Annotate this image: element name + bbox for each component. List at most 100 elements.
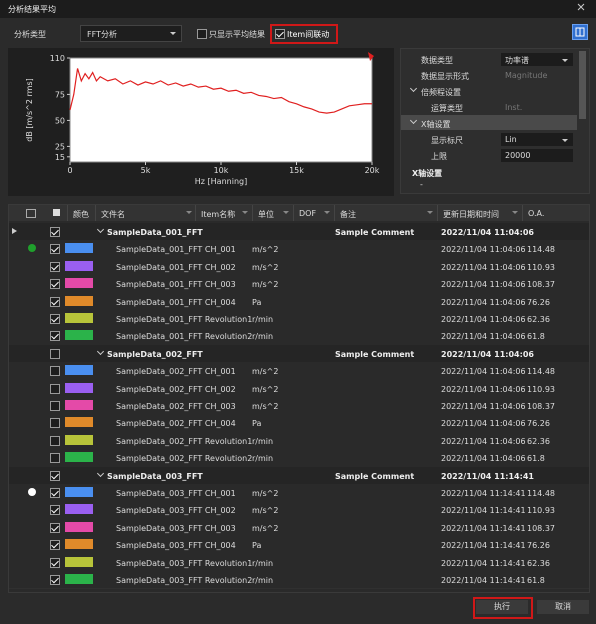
checkbox[interactable]: [275, 29, 285, 39]
color-swatch: [65, 556, 93, 567]
execute-button[interactable]: 执行: [476, 600, 528, 614]
header-checkbox[interactable]: [53, 209, 60, 216]
checkbox[interactable]: [50, 314, 60, 324]
checkbox[interactable]: [197, 29, 207, 39]
cancel-button[interactable]: 取消: [537, 600, 589, 614]
checkbox[interactable]: [50, 557, 60, 568]
column-header[interactable]: DOF: [293, 205, 334, 221]
header-row: [9, 205, 589, 221]
column-header[interactable]: 备注: [334, 205, 437, 221]
file-name: SampleData_003_FFT CH_003: [116, 523, 236, 533]
color-swatch: [65, 278, 93, 289]
checkbox[interactable]: [50, 279, 60, 290]
item-row[interactable]: SampleData_002_FFT Revolution2 r/min 2022/…: [9, 449, 589, 468]
item-row[interactable]: SampleData_003_FFT CH_003 m/s^2 2022/11/04…: [9, 518, 589, 538]
highlight-box: [473, 597, 533, 619]
layout-button[interactable]: [572, 24, 588, 40]
property-value-text: 20000: [505, 151, 531, 160]
expander: [409, 84, 418, 93]
column-header[interactable]: 文件名: [95, 205, 196, 221]
checkbox[interactable]: [50, 522, 60, 533]
checkbox[interactable]: [50, 453, 60, 464]
item-row[interactable]: SampleData_003_FFT CH_001 m/s^2 2022/11/04…: [9, 484, 589, 503]
checkbox[interactable]: [50, 227, 60, 237]
analysis-type-dropdown[interactable]: FFT分析: [80, 25, 182, 42]
x-tick-label: 20k: [365, 166, 380, 175]
oa-value: 61.8: [527, 576, 545, 585]
item-row[interactable]: SampleData_003_FFT Revolution2 r/min 2022/…: [9, 571, 589, 590]
group-row[interactable]: SampleData_002_FFT Sample Comment 2022/11/…: [9, 344, 589, 363]
column-header[interactable]: 颜色: [67, 205, 96, 221]
column-header[interactable]: O.A.: [522, 205, 589, 221]
item-row[interactable]: SampleData_002_FFT CH_001 m/s^2 2022/11/04…: [9, 362, 589, 381]
item-row[interactable]: SampleData_001_FFT CH_003 m/s^2 2022/11/04…: [9, 275, 589, 294]
checkbox[interactable]: [50, 470, 60, 481]
item-row[interactable]: SampleData_001_FFT CH_002 m/s^2 2022/11/04…: [9, 257, 589, 277]
item-row[interactable]: SampleData_003_FFT CH_004 Pa 2022/11/04 11…: [9, 536, 589, 555]
oa-value: 62.36: [527, 436, 550, 446]
color-swatch: [65, 365, 93, 376]
item-row[interactable]: SampleData_002_FFT Revolution1 r/min 2022/…: [9, 431, 589, 451]
checkbox[interactable]: [50, 261, 60, 272]
x-tick-label: 10k: [214, 166, 229, 175]
item-row[interactable]: SampleData_002_FFT CH_004 Pa 2022/11/04 11…: [9, 414, 589, 433]
column-header[interactable]: 更新日期和时间: [437, 205, 522, 221]
color-swatch: [65, 539, 93, 550]
oa-value: 61.8: [527, 454, 545, 464]
x-axis-label: Hz [Hanning]: [195, 177, 247, 186]
checkbox[interactable]: [50, 575, 60, 585]
checkbox[interactable]: [50, 540, 60, 551]
item-row[interactable]: SampleData_001_FFT CH_001 m/s^2 2022/11/04…: [9, 240, 589, 259]
item-row[interactable]: SampleData_003_FFT CH_002 m/s^2 2022/11/04…: [9, 501, 589, 520]
column-header-text: 备注: [340, 210, 356, 219]
item-row[interactable]: SampleData_002_FFT CH_002 m/s^2 2022/11/04…: [9, 379, 589, 398]
property-grid: 数据类型 功率谱 数据显示形式 Magnitude 倍频程设置 运算类型 Inst. X轴设置…: [400, 48, 590, 194]
file-name: SampleData_002_FFT CH_004: [116, 419, 236, 429]
group-name: SampleData_003_FFT: [107, 471, 203, 481]
column-header[interactable]: Item名称: [195, 205, 252, 221]
checkbox[interactable]: [50, 244, 60, 255]
date: 2022/11/04 11:04:06: [441, 402, 526, 411]
date: 2022/11/04 11:14:41: [441, 541, 526, 551]
checkbox[interactable]: [50, 401, 60, 411]
property-value[interactable]: Lin: [501, 133, 573, 146]
date: 2022/11/04 11:04:06: [441, 245, 526, 255]
oa-value: 76.26: [527, 419, 550, 429]
checkbox[interactable]: [50, 383, 60, 394]
checkbox[interactable]: [50, 488, 60, 498]
checkbox[interactable]: [50, 366, 60, 377]
unit: r/min: [252, 436, 274, 446]
item-row[interactable]: SampleData_001_FFT Revolution2 r/min 2022/…: [9, 327, 589, 346]
checkbox[interactable]: [50, 505, 60, 516]
item-row[interactable]: SampleData_001_FFT CH_004 Pa 2022/11/04 11…: [9, 292, 589, 311]
file-name: SampleData_001_FFT CH_001: [116, 245, 236, 255]
cursor-marker: [368, 52, 374, 61]
column-header-text: O.A.: [528, 209, 545, 218]
expander: [96, 347, 105, 355]
property-value[interactable]: 20000: [501, 149, 573, 162]
item-row[interactable]: SampleData_003_FFT Revolution1 r/min 2022/…: [9, 553, 589, 572]
item-row[interactable]: SampleData_002_FFT CH_003 m/s^2 2022/11/04…: [9, 397, 589, 416]
expander: [96, 469, 105, 477]
color-swatch: [65, 382, 93, 393]
checkbox[interactable]: [50, 296, 60, 307]
checkbox[interactable]: [50, 435, 60, 446]
color-swatch: [65, 295, 93, 306]
date: 2022/11/04 11:04:06: [441, 332, 526, 342]
group-row[interactable]: SampleData_003_FFT Sample Comment 2022/11/…: [9, 466, 589, 484]
current-row-arrow: [12, 228, 20, 234]
group-row[interactable]: SampleData_001_FFT Sample Comment 2022/11/…: [9, 223, 589, 241]
date: 2022/11/04 11:14:41: [441, 576, 526, 585]
group-comment: Sample Comment: [335, 471, 415, 481]
column-header[interactable]: 单位: [252, 205, 293, 221]
checkbox[interactable]: [50, 331, 60, 342]
property-value[interactable]: 功率谱: [501, 53, 573, 66]
oa-value: 110.93: [527, 384, 555, 394]
group-comment: Sample Comment: [335, 349, 415, 359]
checkbox[interactable]: [50, 418, 60, 429]
item-row[interactable]: SampleData_001_FFT Revolution1 r/min 2022/…: [9, 310, 589, 329]
section-title: X轴设置: [412, 169, 443, 178]
analysis-type-label: 分析类型: [14, 30, 46, 39]
checkbox[interactable]: [50, 348, 60, 359]
close-button[interactable]: [576, 2, 586, 12]
